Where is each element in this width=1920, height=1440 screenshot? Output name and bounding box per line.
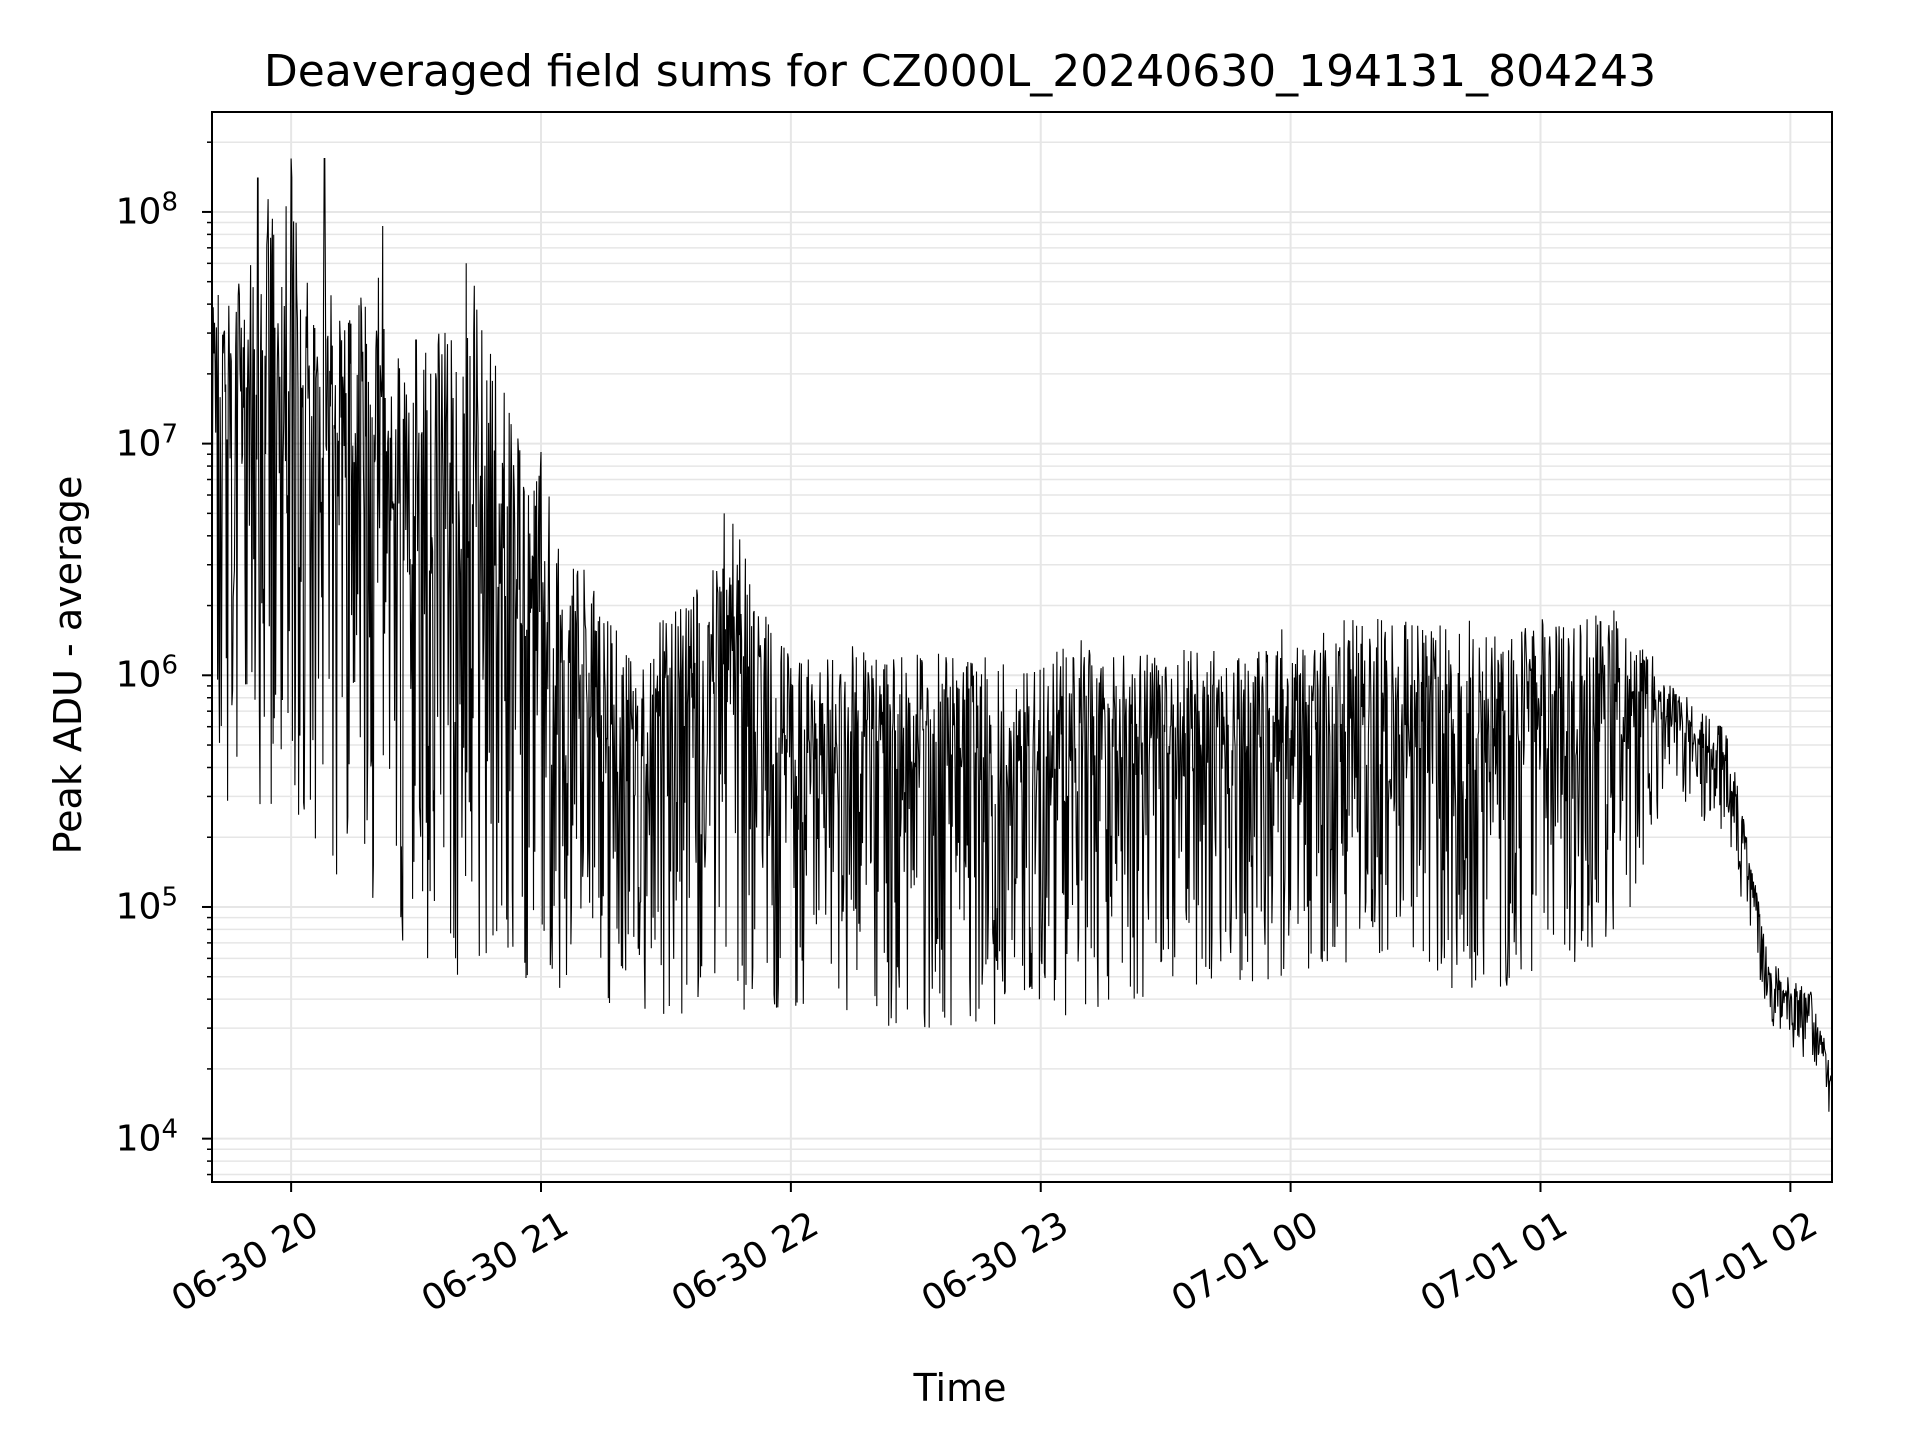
series-line xyxy=(211,157,1833,1112)
x-axis-label: Time xyxy=(913,1366,1007,1410)
axes-frame xyxy=(211,111,1833,1183)
series-layer xyxy=(211,157,1833,1112)
y-tick-label: 106 xyxy=(115,650,178,696)
y-tick-label: 105 xyxy=(115,882,178,928)
y-tick-label: 108 xyxy=(115,187,178,233)
y-tick-label: 107 xyxy=(115,418,178,464)
y-tick-label: 104 xyxy=(115,1113,178,1159)
chart-title: Deaveraged field sums for CZ000L_2024063… xyxy=(263,46,1657,97)
y-axis-label: Peak ADU - average xyxy=(46,475,90,855)
